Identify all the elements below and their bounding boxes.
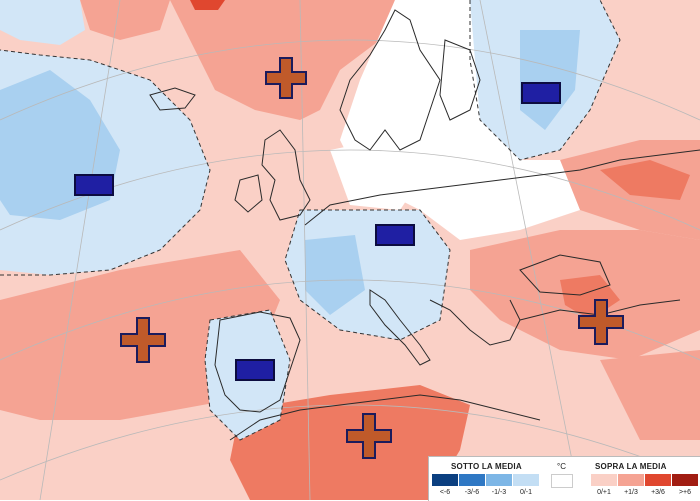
legend-label-below-3: 0/-1 <box>519 489 533 496</box>
warm-area-caspian <box>600 160 690 200</box>
legend-label-above-3: >+6 <box>678 489 692 496</box>
zero-contour <box>0 0 621 441</box>
coast-finland <box>439 39 481 121</box>
plus-marker-aegean <box>578 299 624 345</box>
minus-marker-russia <box>521 82 561 104</box>
warm-area-top-spot <box>190 0 225 10</box>
warm-area-levant <box>600 350 700 440</box>
legend-swatch-below-1 <box>459 474 485 486</box>
legend-below-title: SOTTO LA MEDIA <box>451 462 522 471</box>
legend-label-below-0: <-6 <box>439 489 451 496</box>
coast-iberia <box>214 311 301 413</box>
cold-area-france <box>305 235 365 315</box>
plus-marker-scandinavia <box>265 57 307 99</box>
coast-scandinavia <box>339 9 441 151</box>
legend-swatch-neutral <box>551 474 573 488</box>
legend: SOTTO LA MEDIA °C SOPRA LA MEDIA <-6 -3/… <box>428 456 700 501</box>
legend-label-below-2: -1/-3 <box>491 489 507 496</box>
coast-ireland <box>234 174 263 213</box>
legend-swatch-above-3 <box>672 474 698 486</box>
plus-marker-north-africa <box>346 413 392 459</box>
cold-area-greenland <box>0 0 85 45</box>
legend-swatch-below-3 <box>513 474 539 486</box>
legend-swatch-above-0 <box>591 474 617 486</box>
minus-marker-central-europe <box>375 224 415 246</box>
coast-great-britain <box>261 129 311 221</box>
legend-above-title: SOPRA LA MEDIA <box>595 462 667 471</box>
coast-black-sea <box>519 254 611 296</box>
warm-area-norway-sea <box>80 0 170 40</box>
legend-swatch-below-0 <box>432 474 458 486</box>
cold-area-russia-core <box>520 30 580 130</box>
coast-iceland <box>149 87 196 111</box>
minus-marker-iberia <box>235 359 275 381</box>
coast-north-africa <box>229 394 541 441</box>
minus-marker-north-atlantic <box>74 174 114 196</box>
legend-swatch-above-2 <box>645 474 671 486</box>
legend-swatch-above-1 <box>618 474 644 486</box>
plus-marker-atlantic <box>120 317 166 363</box>
legend-swatch-below-2 <box>486 474 512 486</box>
coast-italy <box>369 289 431 366</box>
coast-continent <box>304 149 700 226</box>
legend-unit: °C <box>557 462 566 471</box>
legend-label-below-1: -3/-6 <box>464 489 480 496</box>
legend-label-above-1: +1/3 <box>624 489 638 496</box>
legend-label-above-0: 0/+1 <box>597 489 611 496</box>
legend-label-above-2: +3/6 <box>651 489 665 496</box>
